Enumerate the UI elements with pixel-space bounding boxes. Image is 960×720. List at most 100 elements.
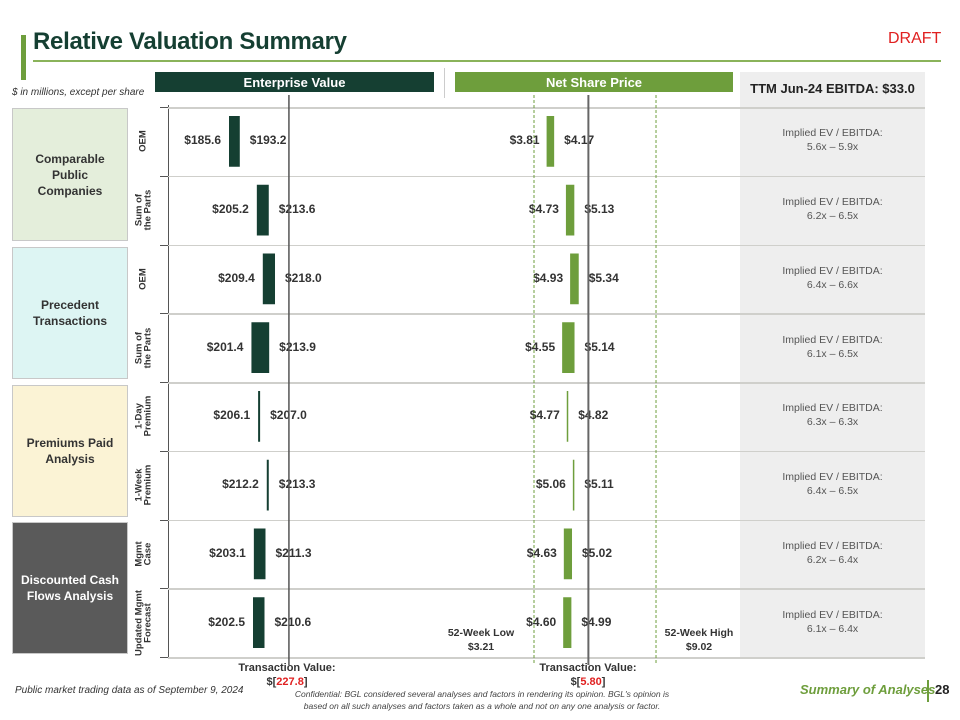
value-prefix: $[ [570, 676, 581, 688]
implied-multiple: Implied EV / EBITDA: 6.4x – 6.6x [740, 264, 925, 292]
nsp-range-bar [546, 116, 555, 167]
enterprise-value-header: Enterprise Value [155, 72, 434, 92]
nsp-high-label: $5.02 [582, 545, 613, 560]
axis-tick [160, 382, 168, 383]
axis-tick [160, 244, 168, 246]
row-divider [168, 657, 925, 659]
axis-tick [160, 657, 168, 658]
implied-multiple: Implied EV / EBITDA: 5.6x – 5.9x [740, 126, 925, 154]
title-underline [33, 60, 941, 62]
implied-multiple: Implied EV / EBITDA: 6.1x – 6.4x [740, 608, 925, 636]
nsp-high-label: $5.13 [584, 202, 615, 217]
ev-low-label: $203.1 [209, 545, 246, 560]
section-name: Summary of Analyses [800, 682, 936, 697]
axis-tick [160, 588, 168, 590]
row-divider [168, 175, 925, 178]
nsp-low-label: $5.06 [535, 477, 566, 492]
confidentiality-line: Confidential: BGL considered several ana… [294, 689, 670, 699]
ev-high-label: $213.6 [278, 202, 316, 217]
implied-multiple-range: 6.4x – 6.5x [806, 485, 859, 498]
axis-tick [160, 107, 168, 108]
week52-high-value: $9.02 [685, 641, 713, 653]
category-label: Comparable Public Companies [35, 151, 105, 198]
ev-range-bar [262, 253, 276, 305]
nsp-low-label: $4.77 [529, 408, 560, 423]
axis-tick [160, 519, 168, 521]
ev-high-label: $218.0 [285, 270, 322, 285]
page-title: Relative Valuation Summary [33, 28, 347, 55]
implied-multiple: Implied EV / EBITDA: 6.3x – 6.3x [740, 401, 925, 429]
ev-range-bar [256, 184, 269, 236]
nsp-range-bar [563, 528, 573, 580]
row-divider [168, 244, 925, 246]
implied-multiple-caption: Implied EV / EBITDA: [782, 471, 883, 484]
category-label: Discounted Cash Flows Analysis [20, 573, 119, 603]
ev-transaction-caption: Transaction Value: [238, 662, 336, 674]
category-label: Precedent Transactions [32, 298, 108, 328]
ev-low-label: $201.4 [206, 339, 244, 354]
implied-multiple-caption: Implied EV / EBITDA: [782, 608, 883, 621]
row-divider [168, 313, 925, 315]
nsp-high-label: $5.34 [588, 270, 619, 285]
category-precedent-transactions: Precedent Transactions [12, 247, 128, 379]
ev-range-bar [253, 528, 266, 580]
implied-multiple: Implied EV / EBITDA: 6.2x – 6.4x [740, 539, 925, 567]
ev-high-label: $193.2 [249, 133, 287, 148]
market-data-note: Public market trading data as of Septemb… [15, 685, 244, 696]
implied-multiple-range: 6.1x – 6.5x [806, 347, 859, 360]
nsp-range-bar [565, 184, 575, 236]
nsp-range-bar [570, 253, 579, 305]
implied-multiple: Implied EV / EBITDA: 6.1x – 6.5x [740, 333, 925, 361]
implied-multiple-caption: Implied EV / EBITDA: [782, 127, 883, 140]
value-suffix: ] [601, 676, 606, 688]
implied-multiple-range: 6.3x – 6.3x [806, 416, 859, 429]
week52-high-label: 52-Week High $9.02 [649, 626, 749, 654]
nsp-low-label: $4.55 [525, 339, 556, 354]
ev-high-label: $210.6 [274, 614, 312, 629]
ev-transaction-value-label: Transaction Value: $[227.8] [217, 661, 357, 689]
ev-low-label: $209.4 [218, 270, 255, 285]
week52-low-label: 52-Week Low $3.21 [431, 626, 531, 654]
ev-low-label: $205.2 [212, 202, 249, 217]
axis-tick [160, 175, 168, 177]
panel-divider [444, 68, 445, 98]
row-divider [168, 588, 925, 590]
ttm-ebitda-header: TTM Jun-24 EBITDA: $33.0 [740, 72, 925, 105]
nsp-transaction-value: $[5.80] [518, 675, 658, 689]
nsp-transaction-value-label: Transaction Value: $[5.80] [518, 661, 658, 689]
implied-multiple: Implied EV / EBITDA: 6.4x – 6.5x [740, 470, 925, 498]
implied-multiple-range: 6.2x – 6.4x [806, 553, 859, 566]
value-prefix: $[ [266, 676, 277, 688]
confidentiality-line: based on all such analyses and factors t… [303, 701, 661, 711]
value-number: 5.80 [580, 676, 602, 688]
row-divider [168, 107, 925, 109]
value-number: 227.8 [276, 676, 304, 688]
week52-low-value: $3.21 [467, 641, 495, 653]
ev-transaction-value: $[227.8] [217, 675, 357, 689]
row-divider [168, 450, 925, 453]
nsp-high-label: $5.11 [584, 477, 614, 492]
net-share-price-header: Net Share Price [455, 72, 733, 92]
ev-range-bar [258, 391, 261, 442]
axis-tick [160, 313, 168, 315]
nsp-range-bar [572, 459, 575, 511]
category-comparable-public-companies: Comparable Public Companies [12, 108, 128, 241]
ev-low-label: $185.6 [184, 133, 221, 148]
axis-tick [160, 450, 168, 452]
nsp-transaction-caption: Transaction Value: [539, 662, 637, 674]
page-number: 28 [935, 682, 950, 697]
nsp-range-bar [563, 597, 572, 648]
confidentiality-note: Confidential: BGL considered several ana… [282, 688, 682, 712]
ev-range-bar [229, 116, 240, 167]
implied-multiple-range: 6.2x – 6.5x [806, 210, 859, 223]
ev-high-label: $213.3 [278, 477, 316, 492]
value-suffix: ] [303, 676, 308, 688]
category-discounted-cash-flows: Discounted Cash Flows Analysis [12, 522, 128, 654]
row-divider [168, 519, 925, 521]
week52-low-caption: 52-Week Low [447, 627, 515, 639]
implied-multiple-caption: Implied EV / EBITDA: [782, 196, 883, 209]
ev-low-label: $206.1 [213, 408, 251, 423]
ev-high-label: $211.3 [275, 545, 312, 560]
ev-low-label: $202.5 [208, 614, 245, 629]
